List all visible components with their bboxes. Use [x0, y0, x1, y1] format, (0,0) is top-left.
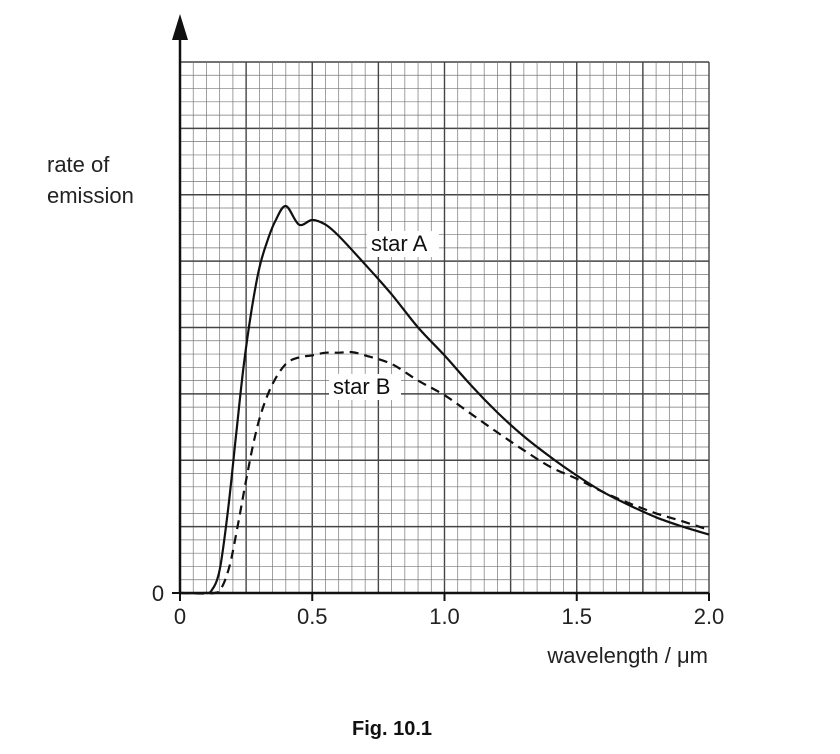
- star-a-label-bg: [367, 231, 439, 257]
- x-tick-label: 2.0: [694, 604, 725, 629]
- x-tick-label: 0.5: [297, 604, 328, 629]
- star-b-label: star B: [333, 374, 390, 399]
- x-ticks: 0 0.5 1.0 1.5 2.0: [174, 593, 724, 629]
- star-a-label: star A: [371, 231, 428, 256]
- y-axis-title-line2: emission: [47, 183, 134, 208]
- y-axis-title-line1: rate of: [47, 152, 110, 177]
- y-axis-arrow-icon: [172, 14, 188, 40]
- x-axis-title: wavelength / μm: [546, 643, 708, 668]
- star-b-label-bg: [329, 374, 401, 400]
- y-zero-label: 0: [152, 581, 164, 606]
- figure-caption: Fig. 10.1: [352, 718, 432, 740]
- x-tick-label: 0: [174, 604, 186, 629]
- series-line-star-b: [179, 350, 710, 595]
- x-tick-label: 1.0: [429, 604, 460, 629]
- x-tick-label: 1.5: [561, 604, 592, 629]
- grid: [179, 61, 710, 594]
- series: [179, 204, 710, 595]
- series-line-star-a: [179, 204, 710, 595]
